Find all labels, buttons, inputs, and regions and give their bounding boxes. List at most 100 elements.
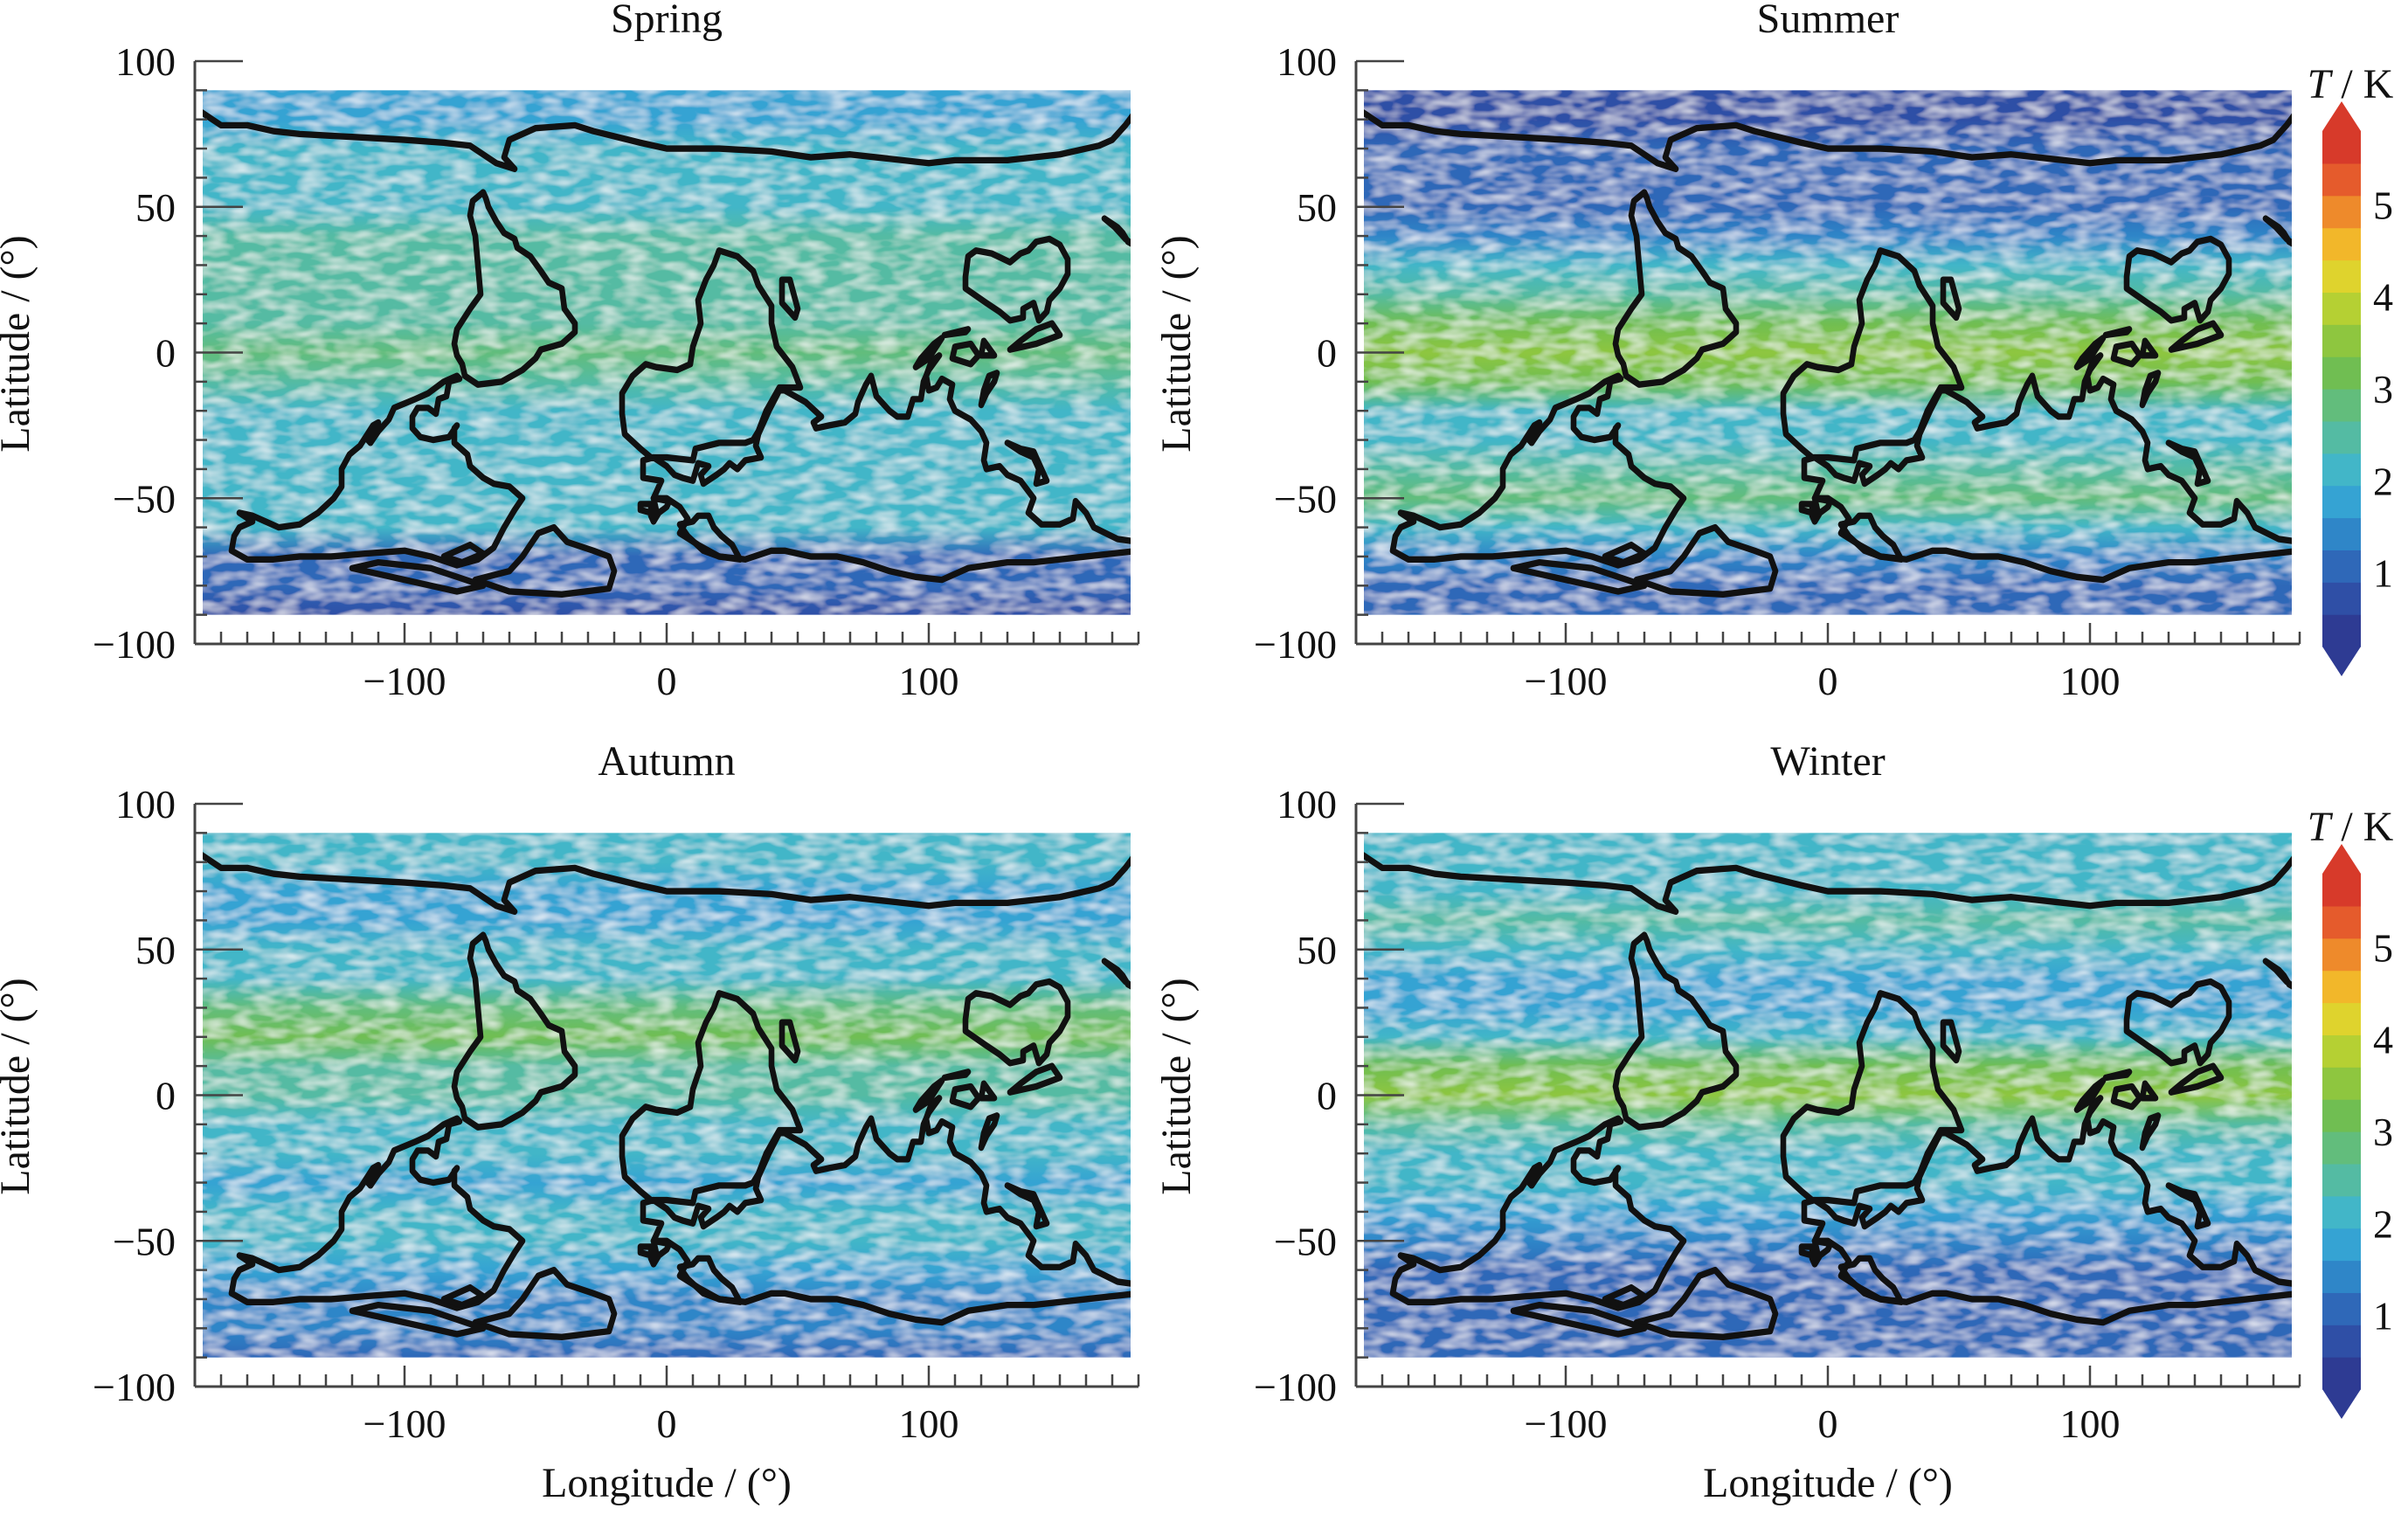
y-tick-label: 100 [115, 39, 176, 84]
y-tick-label: 50 [135, 928, 176, 972]
colorbar-segment [2322, 485, 2361, 519]
colorbar-tick-label: 1 [2373, 1294, 2393, 1339]
colorbar-segment [2322, 389, 2361, 422]
colorbar-segment [2322, 195, 2361, 229]
x-tick-label: 100 [2060, 1401, 2121, 1446]
y-tick-label: 50 [1297, 185, 1337, 230]
x-tick-label: −100 [1525, 1401, 1608, 1446]
colorbar-segment [2322, 1067, 2361, 1100]
y-tick-label: −100 [93, 1365, 176, 1409]
y-tick-label: 50 [135, 185, 176, 230]
y-tick-label: −50 [1274, 1219, 1337, 1263]
colorbar-segment [2322, 227, 2361, 261]
y-tick-label: 100 [1277, 782, 1337, 827]
colorbar-tick-label: 5 [2373, 925, 2393, 970]
x-tick-label: 100 [899, 659, 959, 703]
panel-title: Autumn [598, 738, 735, 785]
colorbar-segment [2322, 905, 2361, 939]
colorbar-segment [2322, 420, 2361, 454]
axes: −100 0 100 100 50 0 −50 −100 [1254, 39, 2301, 703]
panel-spring: −100 0 100 100 50 0 −50 −100 Spring Latitude / (°… [0, 0, 1140, 703]
y-tick-label: 50 [1297, 928, 1337, 972]
x-tick-label: 0 [1818, 1401, 1838, 1446]
colorbar-segment [2322, 356, 2361, 390]
colorbar-segment [2322, 614, 2361, 647]
y-tick-label: 0 [1317, 331, 1337, 376]
colorbar-label: T / K [2308, 61, 2394, 107]
colorbar-tick-label: 2 [2373, 1201, 2393, 1246]
y-tick-label: 0 [156, 1074, 176, 1118]
colorbar-extend-min [2322, 1389, 2361, 1419]
colorbar-segment [2322, 970, 2361, 1004]
colorbar-segment [2322, 1195, 2361, 1229]
colorbar-segment [2322, 1292, 2361, 1325]
colorbar-segment [2322, 292, 2361, 325]
x-tick-label: 100 [899, 1401, 959, 1446]
colorbar-tick-label: 3 [2373, 1110, 2393, 1154]
axes: −100 0 100 100 50 0 −50 −100 [1254, 782, 2301, 1446]
x-tick-label: 0 [657, 1401, 677, 1446]
colorbar-segment [2322, 1325, 2361, 1358]
colorbar-segment [2322, 937, 2361, 972]
colorbar-segment [2322, 163, 2361, 197]
panel-title: Summer [1757, 0, 1899, 42]
colorbar-label: T / K [2308, 804, 2394, 850]
panel-winter: −100 0 100 100 50 0 −50 −100 Winter Latitude / (°… [1153, 738, 2301, 1506]
x-axis-label: Longitude / (°) [1703, 1460, 1953, 1506]
y-tick-label: −50 [1274, 476, 1337, 521]
y-tick-label: −100 [1254, 1365, 1337, 1409]
x-tick-label: −100 [363, 659, 446, 703]
colorbar-extend-min [2322, 647, 2361, 676]
x-tick-label: −100 [363, 1401, 446, 1446]
colorbar-tick-label: 3 [2373, 367, 2393, 412]
x-tick-label: 0 [657, 659, 677, 703]
colorbar-segment [2322, 1034, 2361, 1068]
colorbar-segment [2322, 517, 2361, 550]
colorbar-segment [2322, 1099, 2361, 1132]
colorbar-segment [2322, 874, 2361, 907]
colorbar-segment [2322, 1002, 2361, 1035]
y-tick-label: −100 [1254, 622, 1337, 667]
axes: −100 0 100 100 50 0 −50 −100 [93, 782, 1140, 1446]
axes: −100 0 100 100 50 0 −50 −100 [93, 39, 1140, 703]
colorbar-segment [2322, 259, 2361, 293]
colorbar-segment [2322, 1131, 2361, 1165]
y-tick-label: 100 [115, 782, 176, 827]
y-tick-label: −100 [93, 622, 176, 667]
colorbar-segment [2322, 453, 2361, 487]
y-axis-label: Latitude / (°) [0, 235, 38, 452]
colorbar-tick-label: 1 [2373, 551, 2393, 596]
y-axis-label: Latitude / (°) [0, 978, 38, 1194]
colorbar-top: 1 2 3 4 5 T / K [2308, 61, 2394, 676]
x-tick-label: 0 [1818, 659, 1838, 703]
colorbar-extend-max [2322, 101, 2361, 131]
panel-summer: −100 0 100 100 50 0 −50 −100 Summer Latitude / (°… [1153, 0, 2301, 703]
y-tick-label: −50 [113, 476, 176, 521]
y-tick-label: 0 [1317, 1074, 1337, 1118]
colorbar-tick-label: 4 [2373, 275, 2393, 320]
panel-title: Winter [1770, 738, 1885, 785]
colorbar-segment [2322, 324, 2361, 357]
colorbar-extend-max [2322, 844, 2361, 874]
y-axis-label: Latitude / (°) [1153, 978, 1200, 1194]
y-tick-label: 0 [156, 331, 176, 376]
colorbar-segment [2322, 131, 2361, 164]
colorbar-tick-label: 2 [2373, 459, 2393, 503]
colorbar-bottom: 1 2 3 4 5 T / K [2308, 804, 2394, 1419]
panel-title: Spring [611, 0, 723, 42]
panel-autumn: −100 0 100 100 50 0 −50 −100 Autumn Latitude / (°… [0, 738, 1140, 1506]
colorbar-segment [2322, 550, 2361, 583]
colorbar-segment [2322, 582, 2361, 615]
x-tick-label: 100 [2060, 659, 2121, 703]
y-axis-label: Latitude / (°) [1153, 235, 1200, 452]
colorbar-segment [2322, 1163, 2361, 1197]
colorbar-segment [2322, 1260, 2361, 1293]
x-axis-label: Longitude / (°) [542, 1460, 792, 1506]
y-tick-label: 100 [1277, 39, 1337, 84]
colorbar-tick-label: 4 [2373, 1018, 2393, 1062]
x-tick-label: −100 [1525, 659, 1608, 703]
colorbar-tick-label: 5 [2373, 183, 2393, 227]
colorbar-segment [2322, 1357, 2361, 1390]
y-tick-label: −50 [113, 1219, 176, 1263]
